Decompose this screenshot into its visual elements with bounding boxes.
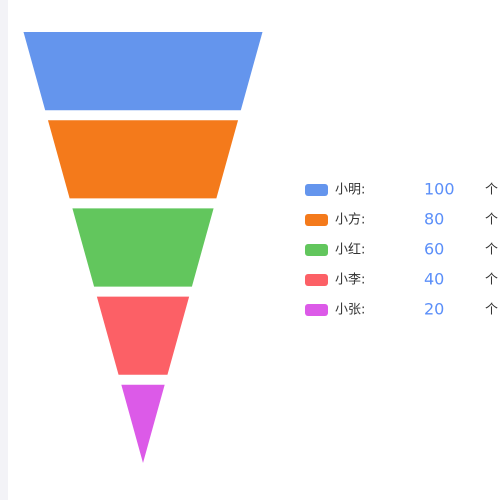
funnel-segment: [23, 32, 263, 111]
legend-unit: 个: [485, 213, 498, 228]
legend-name: 小明:: [335, 183, 365, 198]
funnel-segment: [96, 296, 190, 375]
legend-unit: 个: [485, 243, 498, 258]
legend-unit: 个: [485, 273, 498, 288]
legend-name: 小方:: [335, 212, 365, 228]
legend-value: 100: [424, 180, 455, 199]
legend-swatch: [305, 274, 328, 286]
legend-value: 20: [424, 300, 444, 319]
legend-value: 80: [424, 210, 444, 229]
funnel-segment: [47, 120, 239, 199]
legend-swatch: [305, 244, 328, 256]
legend-name: 小张:: [335, 303, 365, 318]
legend-unit: 个: [485, 303, 498, 318]
legend-swatch: [305, 304, 328, 316]
legend-value: 60: [424, 240, 444, 259]
funnel-segment: [121, 384, 165, 463]
legend-name: 小红:: [335, 242, 365, 258]
funnel-segment: [72, 208, 214, 287]
legend-swatch: [305, 214, 328, 226]
legend-name: 小李:: [335, 273, 365, 288]
legend-value: 40: [424, 270, 444, 289]
legend-swatch: [305, 184, 328, 196]
legend-unit: 个: [485, 183, 498, 198]
side-strip: [0, 0, 8, 500]
